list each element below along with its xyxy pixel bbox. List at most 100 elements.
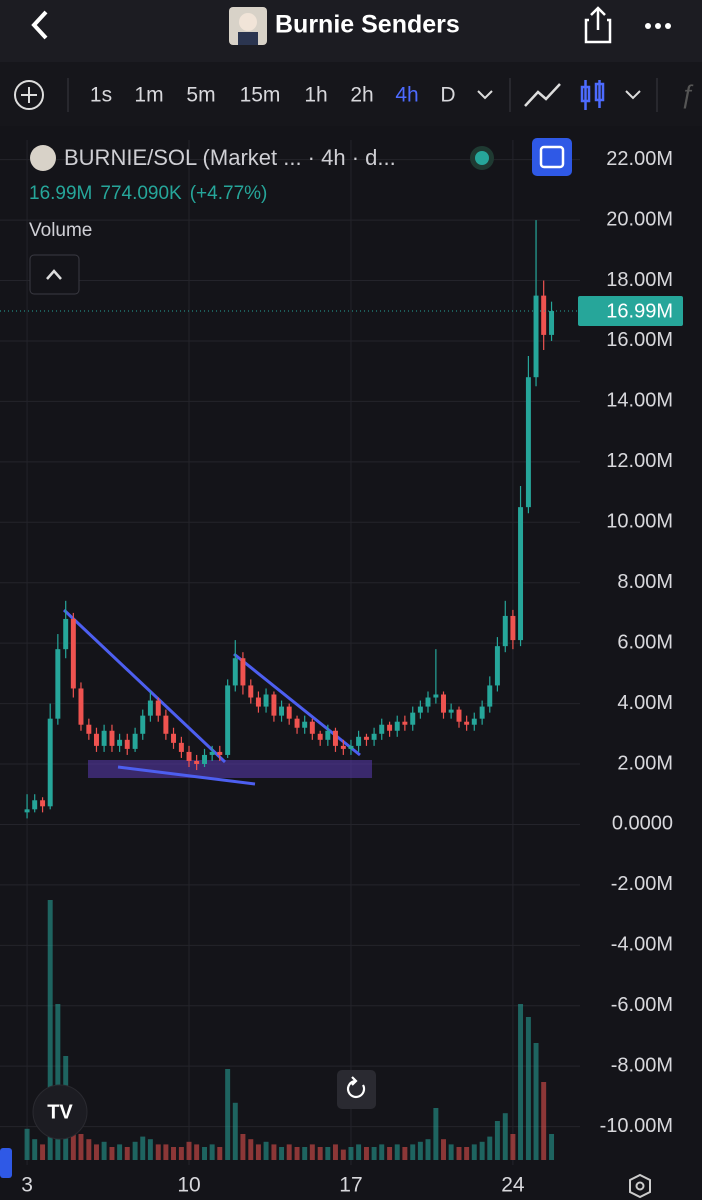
more-button[interactable] <box>645 23 671 29</box>
candle-body <box>217 751 223 755</box>
candle-body <box>55 649 61 719</box>
reset-button[interactable] <box>337 1070 376 1109</box>
fullscreen-button[interactable] <box>532 138 572 176</box>
candle-body <box>325 730 331 740</box>
y-tick-label: 16.00M <box>606 329 673 351</box>
interval-option[interactable]: 1m <box>134 84 163 107</box>
indicator-button[interactable] <box>524 83 561 107</box>
x-tick-label: 24 <box>501 1174 525 1197</box>
volume-bar <box>178 1147 184 1160</box>
volume-bar <box>340 1149 346 1160</box>
volume-bar <box>394 1144 400 1160</box>
candle-body <box>255 697 261 707</box>
candle-body <box>356 736 362 746</box>
indicator-label: Volume <box>29 220 92 241</box>
candle-body <box>209 751 215 755</box>
candle-body <box>132 733 138 749</box>
volume-bar <box>32 1139 38 1160</box>
volume-bar <box>255 1144 261 1160</box>
volume-bar <box>286 1144 292 1160</box>
chart-type-button[interactable] <box>580 80 605 110</box>
volume-bar <box>302 1147 308 1160</box>
logo-mark: TV <box>47 1101 73 1123</box>
chart-type-dropdown[interactable] <box>625 90 641 100</box>
y-tick-label: 6.00M <box>617 631 673 653</box>
interval-option[interactable]: 1h <box>304 84 327 107</box>
candle-body <box>225 685 231 755</box>
interval-option[interactable]: 1s <box>90 84 112 107</box>
volume-bar <box>425 1139 431 1160</box>
interval-option[interactable]: 15m <box>240 84 281 107</box>
candle-body <box>317 733 323 740</box>
candle-body <box>186 751 192 761</box>
volume-bar <box>93 1144 99 1160</box>
y-tick-label: 20.00M <box>606 208 673 230</box>
y-tick-label: 8.00M <box>617 571 673 593</box>
back-button[interactable] <box>31 10 48 40</box>
volume-bar <box>518 1004 524 1160</box>
interval-option[interactable]: 4h <box>395 84 418 107</box>
candle-body <box>93 733 99 746</box>
volume-bar <box>86 1139 92 1160</box>
side-tab[interactable] <box>0 1148 12 1178</box>
volume-bar <box>124 1147 130 1160</box>
candle-body <box>494 646 500 686</box>
symbol-name[interactable]: BURNIE/SOL (Market ... · 4h · d... <box>64 145 396 170</box>
collapse-button[interactable] <box>29 254 80 295</box>
candle-body <box>155 700 161 716</box>
candle-body <box>202 754 207 765</box>
candle-body <box>163 715 169 734</box>
volume-bar <box>464 1147 470 1160</box>
volume-bar <box>55 1004 61 1160</box>
add-button[interactable] <box>14 80 44 110</box>
volume-bar <box>24 1128 30 1160</box>
volume-bar <box>109 1147 115 1160</box>
last-price-badge <box>578 296 683 327</box>
share-button[interactable] <box>584 6 612 44</box>
volume-bar <box>271 1144 277 1160</box>
x-tick-label: 17 <box>339 1174 362 1197</box>
interval-option[interactable]: 2h <box>350 84 373 107</box>
volume-bar <box>186 1141 192 1160</box>
candle-body <box>332 730 338 746</box>
volume-bar <box>433 1108 439 1160</box>
volume-bar <box>140 1136 146 1160</box>
settings-button[interactable] <box>629 1173 651 1199</box>
volume-bar <box>225 1069 231 1160</box>
candle-body <box>487 685 493 707</box>
volume-bar <box>47 900 53 1160</box>
volume-bar <box>194 1144 200 1160</box>
volume-bar <box>417 1141 423 1160</box>
candle-body <box>271 694 277 716</box>
volume-bar <box>209 1144 215 1160</box>
volume-bar <box>248 1139 254 1160</box>
candle-body <box>379 724 385 734</box>
interval-option[interactable]: 5m <box>186 84 215 107</box>
volume-bar <box>202 1147 207 1160</box>
candle-body <box>340 745 346 749</box>
volume-bar <box>456 1147 462 1160</box>
interval-dropdown[interactable] <box>477 90 493 100</box>
volume-bar <box>533 1043 539 1160</box>
y-tick-label: 0.0000 <box>612 813 673 835</box>
volume-bar <box>317 1147 323 1160</box>
volume-bar <box>494 1121 500 1160</box>
last-price-label: 16.99M <box>606 300 673 322</box>
volume-bar <box>40 1144 46 1160</box>
volume-bar <box>325 1147 331 1160</box>
candle-body <box>24 809 30 813</box>
volume-bar <box>332 1144 338 1160</box>
legend-last: 16.99M <box>29 183 92 204</box>
logo-button[interactable] <box>32 1084 88 1140</box>
y-tick-label: -10.00M <box>600 1115 673 1137</box>
candle-body <box>263 694 269 707</box>
candle-layer <box>24 220 555 819</box>
y-tick-label: -6.00M <box>611 994 673 1016</box>
candle-body <box>541 295 547 335</box>
volume-bar <box>541 1082 547 1160</box>
formula-icon[interactable]: ƒ <box>680 79 694 109</box>
candle-body <box>525 377 531 508</box>
avatar-face <box>239 13 257 31</box>
settings-icon <box>635 1181 645 1191</box>
interval-option[interactable]: D <box>440 84 455 107</box>
